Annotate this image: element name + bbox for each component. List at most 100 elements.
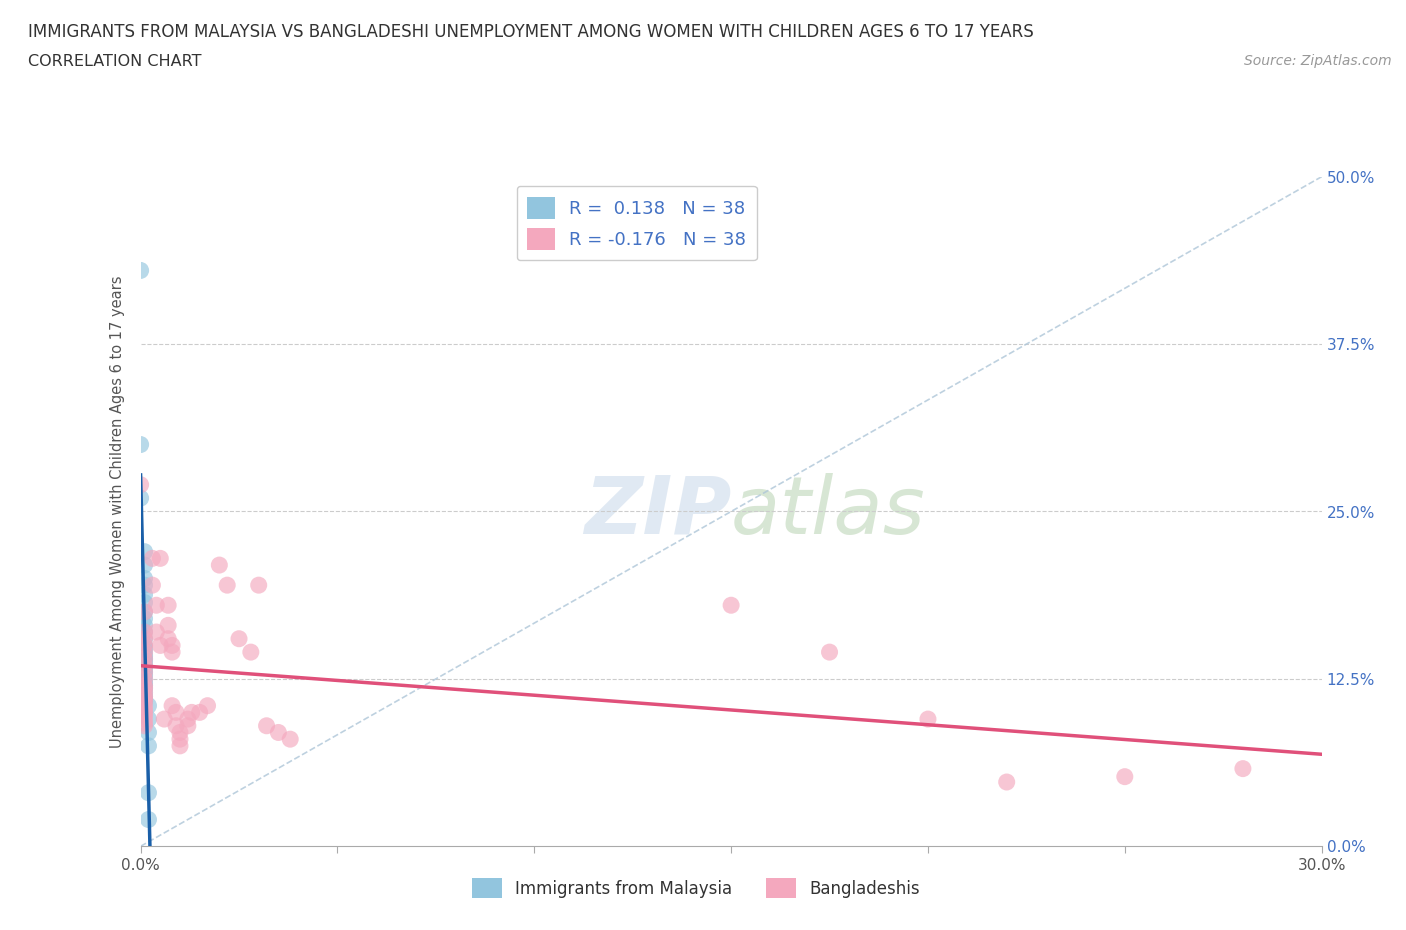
Point <box>134 644 156 659</box>
Point <box>153 711 176 726</box>
Point <box>145 598 167 613</box>
Point <box>134 654 156 669</box>
Point <box>129 263 152 278</box>
Text: IMMIGRANTS FROM MALAYSIA VS BANGLADESHI UNEMPLOYMENT AMONG WOMEN WITH CHILDREN A: IMMIGRANTS FROM MALAYSIA VS BANGLADESHI … <box>28 23 1033 41</box>
Point <box>134 658 156 673</box>
Point <box>134 595 156 610</box>
Point <box>134 578 156 592</box>
Point <box>134 671 156 686</box>
Point <box>917 711 939 726</box>
Point <box>134 644 156 659</box>
Point <box>134 698 156 713</box>
Legend: Immigrants from Malaysia, Bangladeshis: Immigrants from Malaysia, Bangladeshis <box>465 871 927 905</box>
Point <box>160 638 183 653</box>
Point <box>134 604 156 619</box>
Point <box>134 649 156 664</box>
Point <box>720 598 742 613</box>
Point <box>134 681 156 696</box>
Point <box>169 725 191 740</box>
Point <box>138 738 160 753</box>
Point <box>1232 761 1254 776</box>
Point <box>134 702 156 717</box>
Point <box>177 711 200 726</box>
Point <box>239 644 262 659</box>
Point <box>247 578 270 592</box>
Point <box>165 705 187 720</box>
Point <box>129 437 152 452</box>
Point <box>134 678 156 693</box>
Point <box>134 638 156 653</box>
Point <box>160 644 183 659</box>
Point <box>1114 769 1136 784</box>
Point <box>134 631 156 646</box>
Point <box>134 668 156 683</box>
Point <box>217 578 239 592</box>
Point <box>138 711 160 726</box>
Point <box>145 625 167 640</box>
Point <box>134 658 156 673</box>
Point <box>134 618 156 632</box>
Point <box>165 718 187 733</box>
Point <box>134 558 156 573</box>
Point <box>134 662 156 677</box>
Point <box>149 551 172 565</box>
Point <box>134 604 156 619</box>
Point <box>134 692 156 707</box>
Point <box>134 689 156 704</box>
Point <box>134 611 156 626</box>
Text: CORRELATION CHART: CORRELATION CHART <box>28 54 201 69</box>
Point <box>134 625 156 640</box>
Point <box>134 684 156 699</box>
Point <box>169 732 191 747</box>
Point <box>134 694 156 709</box>
Point <box>197 698 219 713</box>
Point <box>138 785 160 800</box>
Point <box>134 694 156 709</box>
Text: atlas: atlas <box>731 472 927 551</box>
Point <box>134 638 156 653</box>
Point <box>129 477 152 492</box>
Point <box>134 711 156 726</box>
Point <box>134 625 156 640</box>
Point <box>134 631 156 646</box>
Point <box>134 675 156 690</box>
Point <box>157 631 180 646</box>
Point <box>141 578 163 592</box>
Point <box>134 718 156 733</box>
Point <box>208 558 231 573</box>
Point <box>149 638 172 653</box>
Point <box>134 689 156 704</box>
Point <box>188 705 211 720</box>
Text: Source: ZipAtlas.com: Source: ZipAtlas.com <box>1244 54 1392 68</box>
Point <box>134 684 156 699</box>
Point <box>157 598 180 613</box>
Point <box>818 644 841 659</box>
Text: ZIP: ZIP <box>583 472 731 551</box>
Point <box>134 665 156 680</box>
Point <box>134 587 156 602</box>
Point <box>138 725 160 740</box>
Point <box>138 812 160 827</box>
Point <box>141 551 163 565</box>
Point <box>134 651 156 666</box>
Point <box>134 665 156 680</box>
Point <box>129 491 152 506</box>
Point <box>138 698 160 713</box>
Point <box>134 716 156 731</box>
Point <box>278 732 301 747</box>
Point <box>160 698 183 713</box>
Point <box>169 738 191 753</box>
Point <box>995 775 1018 790</box>
Point <box>134 708 156 723</box>
Point <box>267 725 290 740</box>
Point <box>177 718 200 733</box>
Y-axis label: Unemployment Among Women with Children Ages 6 to 17 years: Unemployment Among Women with Children A… <box>110 275 125 748</box>
Point <box>134 681 156 696</box>
Point <box>134 544 156 559</box>
Point <box>134 651 156 666</box>
Point <box>134 641 156 656</box>
Point <box>134 692 156 707</box>
Point <box>134 671 156 686</box>
Point <box>256 718 278 733</box>
Point <box>134 571 156 586</box>
